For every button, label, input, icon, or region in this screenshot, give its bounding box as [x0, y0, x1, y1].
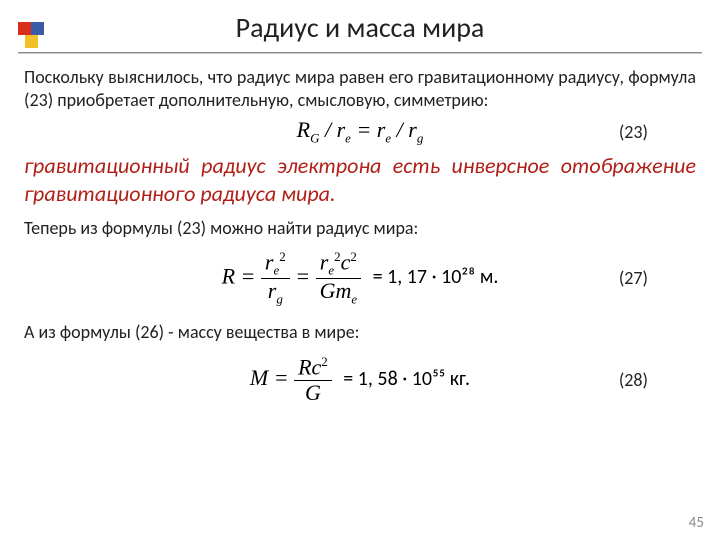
equation-23: RG / re = re / rg — [297, 117, 424, 146]
red-statement: гравитационный радиус электрона есть инв… — [24, 152, 696, 207]
equation-27-row: R = re2 rg = re2c2 Gme = 1, 17 · 10²⁸ м.… — [24, 250, 696, 307]
equation-28-number: (28) — [619, 369, 648, 391]
page-number: 45 — [689, 514, 704, 532]
result-28: = 1, 58 · 10⁵⁵ кг. — [343, 367, 470, 391]
equation-23-number: (23) — [619, 121, 648, 143]
equation-28: M = Rc2 G = 1, 58 · 10⁵⁵ кг. — [250, 355, 470, 405]
content-area: Поскольку выяснилось, что радиус мира ра… — [24, 66, 696, 411]
title-block: Радиус и масса мира — [0, 10, 720, 45]
equation-27: R = re2 rg = re2c2 Gme = 1, 17 · 10²⁸ м. — [222, 250, 499, 307]
equation-27-number: (27) — [619, 267, 648, 289]
page-title: Радиус и масса мира — [0, 10, 720, 45]
title-underline — [18, 52, 702, 54]
paragraph-1: Поскольку выяснилось, что радиус мира ра… — [24, 66, 696, 111]
paragraph-2: Теперь из формулы (23) можно найти радиу… — [24, 217, 696, 240]
equation-23-row: RG / re = re / rg (23) — [24, 117, 696, 146]
equation-28-row: M = Rc2 G = 1, 58 · 10⁵⁵ кг. (28) — [24, 355, 696, 405]
paragraph-3: А из формулы (26) - массу вещества в мир… — [24, 321, 696, 344]
result-27: = 1, 17 · 10²⁸ м. — [373, 265, 499, 289]
